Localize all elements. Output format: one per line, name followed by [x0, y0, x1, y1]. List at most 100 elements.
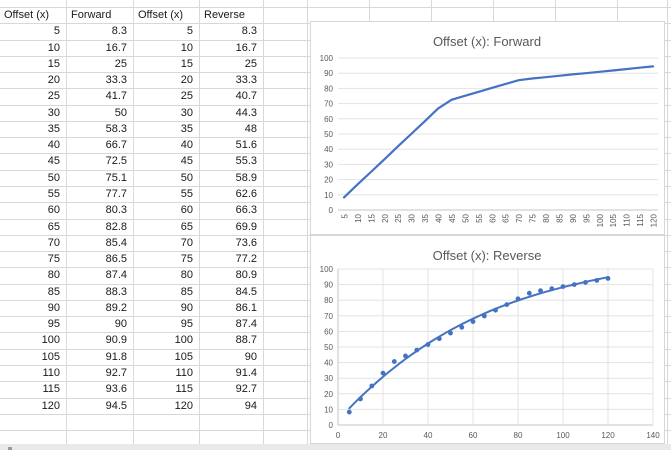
data-cell[interactable]: 88.7 — [235, 334, 257, 347]
data-cell[interactable]: 65 — [180, 220, 193, 233]
data-cell[interactable]: 95 — [47, 318, 60, 331]
data-cell[interactable]: 35 — [180, 122, 193, 135]
data-cell[interactable]: 35 — [47, 122, 60, 135]
data-cell[interactable]: 82.8 — [105, 220, 127, 233]
data-cell[interactable]: 50 — [114, 106, 127, 119]
data-cell[interactable]: 45 — [47, 155, 60, 168]
data-cell[interactable]: 50 — [180, 171, 193, 184]
chart-forward[interactable]: Offset (x): Forward 0 10 20 30 40 50 60 70 80 90 1… — [310, 21, 665, 235]
data-cell[interactable]: 20 — [47, 74, 60, 87]
chart-reverse[interactable]: Offset (x): Reverse 0 10 20 30 40 50 60 70 80 90 1… — [310, 235, 665, 444]
data-cell[interactable]: 66.3 — [235, 204, 257, 217]
data-cell[interactable]: 58.3 — [105, 122, 127, 135]
data-cell[interactable]: 86.1 — [235, 301, 257, 314]
data-cell[interactable]: 115 — [42, 383, 60, 396]
data-cell[interactable]: 93.6 — [105, 383, 127, 396]
data-cell[interactable]: 58.9 — [235, 171, 257, 184]
data-cell[interactable]: 75.1 — [105, 171, 127, 184]
data-cell[interactable]: 90 — [114, 318, 127, 331]
data-cell[interactable]: 77.2 — [235, 253, 257, 265]
data-cell[interactable]: 25 — [114, 57, 127, 70]
data-cell[interactable]: 25 — [244, 57, 257, 70]
data-cell[interactable]: 51.6 — [235, 139, 257, 152]
data-cell[interactable]: 8.3 — [111, 25, 127, 38]
data-cell[interactable]: 94 — [244, 399, 257, 412]
data-cell[interactable]: 85 — [180, 285, 193, 298]
data-cell[interactable]: 77.7 — [105, 188, 127, 200]
data-cell[interactable]: 90 — [244, 350, 257, 363]
data-cell[interactable]: 69.9 — [235, 220, 257, 233]
data-cell[interactable]: 110 — [42, 366, 60, 379]
data-cell[interactable]: 65 — [47, 220, 60, 233]
data-cell[interactable]: 84.5 — [235, 285, 257, 298]
data-cell[interactable]: 91.4 — [235, 366, 257, 379]
data-cell[interactable]: 8.3 — [241, 25, 257, 38]
data-cell[interactable]: 105 — [174, 350, 193, 363]
data-cell[interactable]: 120 — [41, 399, 60, 412]
data-cell[interactable]: 55.3 — [235, 155, 257, 168]
data-cell[interactable]: 41.7 — [105, 90, 127, 103]
data-cell[interactable]: 80.9 — [235, 269, 257, 282]
column-header-cell[interactable]: Offset (x) — [138, 9, 184, 21]
data-cell[interactable]: 100 — [174, 334, 193, 347]
data-cell[interactable]: 25 — [180, 90, 193, 103]
data-cell[interactable]: 50 — [47, 171, 60, 184]
data-cell[interactable]: 73.6 — [235, 236, 257, 249]
column-header-cell[interactable]: Forward — [71, 9, 112, 21]
data-cell[interactable]: 55 — [47, 188, 60, 200]
data-cell[interactable]: 55 — [180, 188, 193, 200]
data-cell[interactable]: 62.6 — [235, 188, 257, 200]
data-cell[interactable]: 5 — [53, 25, 60, 38]
data-cell[interactable]: 92.7 — [235, 383, 257, 396]
data-cell[interactable]: 91.8 — [105, 350, 127, 363]
data-cell[interactable]: 95 — [180, 318, 193, 331]
data-cell[interactable]: 40.7 — [235, 90, 257, 103]
data-cell[interactable]: 60 — [180, 204, 193, 217]
data-cell[interactable]: 90 — [180, 301, 193, 314]
data-cell[interactable]: 66.7 — [105, 139, 127, 152]
data-cell[interactable]: 86.5 — [105, 253, 127, 265]
data-cell[interactable]: 30 — [180, 106, 193, 119]
data-cell[interactable]: 5 — [186, 25, 193, 38]
data-cell[interactable]: 80.3 — [105, 204, 127, 217]
data-cell[interactable]: 80 — [47, 269, 60, 282]
data-cell[interactable]: 88.3 — [105, 285, 127, 298]
data-cell[interactable]: 100 — [41, 334, 60, 347]
data-cell[interactable]: 90 — [47, 301, 60, 314]
data-cell[interactable]: 40 — [47, 139, 60, 152]
column-header-cell[interactable]: Offset (x) — [4, 9, 50, 21]
data-cell[interactable]: 105 — [41, 350, 60, 363]
data-cell[interactable]: 89.2 — [105, 301, 127, 314]
data-cell[interactable]: 85.4 — [105, 236, 127, 249]
data-cell[interactable]: 15 — [47, 57, 60, 70]
data-cell[interactable]: 44.3 — [235, 106, 257, 119]
data-cell[interactable]: 33.3 — [105, 74, 127, 87]
data-cell[interactable]: 87.4 — [235, 318, 257, 331]
data-cell[interactable]: 10 — [47, 41, 60, 54]
data-cell[interactable]: 20 — [180, 74, 193, 87]
data-cell[interactable]: 80 — [180, 269, 193, 282]
data-cell[interactable]: 92.7 — [105, 366, 127, 379]
data-cell[interactable]: 70 — [180, 236, 193, 249]
data-cell[interactable]: 75 — [47, 253, 60, 265]
data-cell[interactable]: 10 — [180, 41, 193, 54]
data-cell[interactable]: 70 — [47, 236, 60, 249]
data-cell[interactable]: 72.5 — [105, 155, 127, 168]
data-cell[interactable]: 90.9 — [105, 334, 127, 347]
data-cell[interactable]: 87.4 — [105, 269, 127, 282]
data-cell[interactable]: 48 — [244, 122, 257, 135]
data-cell[interactable]: 16.7 — [235, 41, 257, 54]
data-cell[interactable]: 60 — [47, 204, 60, 217]
data-cell[interactable]: 85 — [47, 285, 60, 298]
data-cell[interactable]: 45 — [180, 155, 193, 168]
data-cell[interactable]: 115 — [175, 383, 193, 396]
data-cell[interactable]: 40 — [180, 139, 193, 152]
column-header-cell[interactable]: Reverse — [204, 9, 245, 21]
data-cell[interactable]: 94.5 — [105, 399, 127, 412]
data-cell[interactable]: 110 — [175, 366, 193, 379]
data-cell[interactable]: 25 — [47, 90, 60, 103]
data-cell[interactable]: 30 — [47, 106, 60, 119]
data-cell[interactable]: 16.7 — [105, 41, 127, 54]
data-cell[interactable]: 120 — [174, 399, 193, 412]
data-cell[interactable]: 33.3 — [235, 74, 257, 87]
